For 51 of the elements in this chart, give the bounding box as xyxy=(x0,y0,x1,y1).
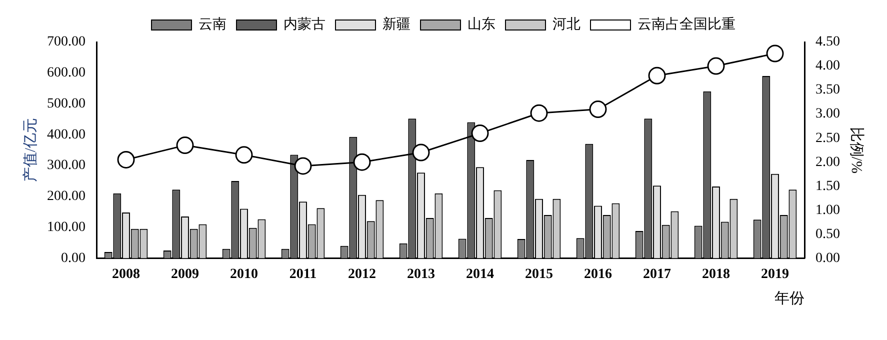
y-tick-label: 500.00 xyxy=(47,96,86,112)
x-tick-label: 2014 xyxy=(466,267,494,282)
y-tick-label: 300.00 xyxy=(47,158,86,174)
x-axis-title: 年份 xyxy=(774,290,804,307)
point xyxy=(235,146,253,164)
legend-label: 新疆 xyxy=(382,16,410,33)
legend-label: 山东 xyxy=(468,16,496,33)
y-tick-label: 0.00 xyxy=(61,250,86,266)
point xyxy=(471,124,489,142)
x-tick-label: 2015 xyxy=(525,267,553,282)
y2-tick-label: 3.00 xyxy=(816,106,840,122)
point xyxy=(766,44,784,62)
point xyxy=(294,157,312,175)
y2-tick-label: 2.50 xyxy=(816,130,840,146)
point xyxy=(530,104,548,122)
y2-tick-label: 4.00 xyxy=(816,58,840,74)
x-tick-label: 2013 xyxy=(407,267,435,282)
x-tick-label: 2017 xyxy=(643,267,671,282)
x-tick-label: 2018 xyxy=(702,267,730,282)
x-tick-label: 2009 xyxy=(171,267,199,282)
x-tick-label: 2008 xyxy=(112,267,140,282)
legend-label: 云南占全国比重 xyxy=(638,16,736,33)
x-tick-label: 2011 xyxy=(289,267,317,282)
y2-tick-label: 0.00 xyxy=(816,250,840,266)
x-tick-label: 2012 xyxy=(348,267,376,282)
point xyxy=(589,100,607,118)
point xyxy=(117,150,135,168)
legend-label: 内蒙古 xyxy=(284,16,326,33)
y2-tick-label: 3.50 xyxy=(816,82,840,98)
point xyxy=(176,136,194,154)
point xyxy=(353,153,371,171)
y-tick-label: 100.00 xyxy=(47,220,86,235)
x-tick-label: 2019 xyxy=(761,267,789,282)
y-tick-label: 600.00 xyxy=(47,66,86,81)
x-tick-label: 2016 xyxy=(584,267,612,282)
point xyxy=(707,57,725,75)
y2-tick-label: 2.00 xyxy=(816,154,840,170)
y-tick-label: 200.00 xyxy=(47,189,86,204)
y2-tick-label: 4.50 xyxy=(816,34,840,50)
y2-tick-label: 1.00 xyxy=(816,202,840,218)
legend-label: 云南 xyxy=(198,16,226,33)
legend-label: 河北 xyxy=(552,16,580,33)
y-axis-title: 产值/亿元 xyxy=(22,118,39,182)
y-tick-label: 700.00 xyxy=(47,34,86,50)
y2-axis-title: 比例/% xyxy=(848,126,866,174)
x-tick-label: 2010 xyxy=(230,267,258,282)
point xyxy=(648,66,666,84)
y-tick-label: 400.00 xyxy=(47,127,86,142)
point xyxy=(412,144,430,162)
y2-tick-label: 1.50 xyxy=(816,178,840,194)
y2-tick-label: 0.50 xyxy=(816,226,840,242)
